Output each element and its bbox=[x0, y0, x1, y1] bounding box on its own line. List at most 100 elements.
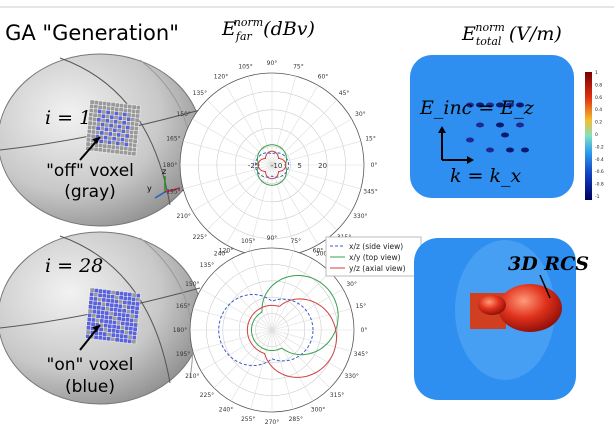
voxel bbox=[125, 318, 129, 322]
voxel bbox=[130, 314, 134, 318]
voxel bbox=[129, 327, 133, 331]
angle-label: 75° bbox=[290, 238, 301, 245]
voxel bbox=[122, 305, 126, 309]
voxel bbox=[119, 338, 123, 342]
voxel bbox=[115, 146, 119, 150]
voxel bbox=[125, 138, 129, 142]
voxel bbox=[127, 113, 131, 117]
voxel bbox=[125, 322, 129, 326]
voxel bbox=[103, 290, 107, 294]
voxel bbox=[132, 109, 136, 113]
voxel bbox=[96, 122, 100, 126]
voxel bbox=[99, 332, 103, 336]
voxel bbox=[114, 116, 118, 120]
angle-label: 165° bbox=[166, 136, 180, 143]
voxel bbox=[103, 140, 107, 144]
voxel bbox=[124, 330, 128, 334]
legend-label: y/z (axial view) bbox=[349, 264, 406, 273]
voxel bbox=[93, 117, 97, 121]
angle-label: 285° bbox=[289, 416, 303, 423]
angle-label: 15° bbox=[365, 136, 376, 143]
voxel bbox=[134, 319, 138, 323]
voxel bbox=[102, 106, 106, 110]
voxel bbox=[122, 121, 126, 125]
voxel bbox=[124, 292, 128, 296]
voxel bbox=[107, 149, 111, 153]
index-label: i = 28 bbox=[45, 255, 103, 277]
voxel bbox=[135, 118, 139, 122]
color-label: (gray) bbox=[64, 182, 116, 202]
voxel bbox=[133, 327, 137, 331]
voxel bbox=[117, 321, 121, 325]
voxel bbox=[96, 314, 100, 318]
angle-label: 210° bbox=[185, 373, 199, 380]
voxel bbox=[128, 331, 132, 335]
voxel bbox=[131, 118, 135, 122]
voxel bbox=[100, 319, 104, 323]
voxel bbox=[93, 297, 97, 301]
angle-label: 15° bbox=[356, 303, 367, 310]
voxel bbox=[125, 130, 129, 134]
legend: x/z (side view)x/y (top view)y/z (axial … bbox=[326, 237, 421, 276]
voxel bbox=[112, 325, 116, 329]
voxel bbox=[112, 320, 116, 324]
voxel bbox=[136, 110, 140, 114]
voxel bbox=[116, 329, 120, 333]
voxel bbox=[98, 336, 102, 340]
voxel bbox=[117, 129, 121, 133]
voxel bbox=[121, 317, 125, 321]
voxel bbox=[106, 106, 110, 110]
angle-label: 150° bbox=[185, 281, 199, 288]
voxel bbox=[117, 317, 121, 321]
voxel bbox=[107, 337, 111, 341]
voxel bbox=[115, 295, 119, 299]
color-label: (blue) bbox=[65, 377, 115, 397]
colorbar-tick: -0.6 bbox=[595, 169, 604, 175]
voxel bbox=[128, 151, 132, 155]
middle-title: Efarnorm(dBv) bbox=[221, 16, 315, 43]
voxel bbox=[107, 145, 111, 149]
voxel bbox=[104, 315, 108, 319]
voxel bbox=[134, 315, 138, 319]
voxel bbox=[108, 136, 112, 140]
voxel bbox=[122, 309, 126, 313]
voxel-grid-top bbox=[86, 100, 141, 156]
voxel bbox=[94, 293, 98, 297]
voxel bbox=[110, 299, 114, 303]
voxel bbox=[122, 125, 126, 129]
voxel bbox=[126, 121, 130, 125]
voxel bbox=[119, 108, 123, 112]
voxel bbox=[91, 130, 95, 134]
voxel bbox=[104, 127, 108, 131]
angle-label: 60° bbox=[313, 247, 324, 254]
hotspot bbox=[516, 123, 524, 128]
axis-y: y bbox=[147, 184, 152, 193]
voxel bbox=[88, 313, 92, 317]
voxel bbox=[115, 291, 119, 295]
voxel bbox=[115, 150, 119, 154]
voxel bbox=[120, 330, 124, 334]
voxel bbox=[121, 133, 125, 137]
voxel bbox=[107, 328, 111, 332]
voxel bbox=[90, 288, 94, 292]
voxel bbox=[119, 300, 123, 304]
title-sup: norm bbox=[475, 21, 504, 34]
angle-label: 195° bbox=[176, 351, 190, 358]
voxel bbox=[118, 116, 122, 120]
voxel bbox=[109, 124, 113, 128]
voxel bbox=[106, 303, 110, 307]
voxel bbox=[87, 322, 91, 326]
voxel bbox=[120, 142, 124, 146]
voxel bbox=[134, 127, 138, 131]
voxel bbox=[131, 301, 135, 305]
voxel bbox=[98, 101, 102, 105]
voxel bbox=[100, 131, 104, 135]
voxel bbox=[99, 144, 103, 148]
voxel bbox=[96, 310, 100, 314]
voxel bbox=[128, 143, 132, 147]
voxel bbox=[106, 110, 110, 114]
voxel bbox=[114, 304, 118, 308]
colorbar-tick: -1 bbox=[595, 194, 600, 200]
voxel-grid-bottom bbox=[86, 288, 141, 344]
voxel bbox=[101, 311, 105, 315]
